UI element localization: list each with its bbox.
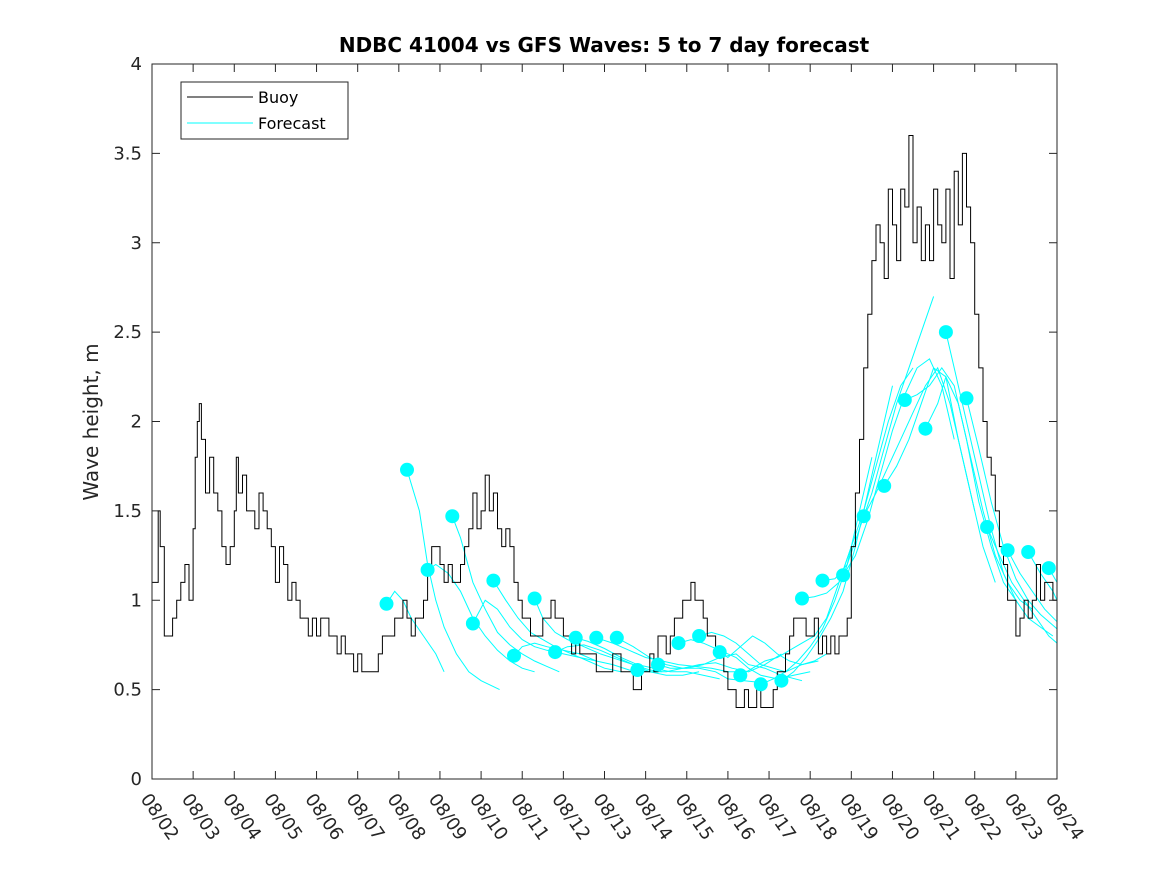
forecast-marker-16	[712, 645, 727, 660]
legend: Buoy Forecast	[180, 81, 349, 140]
forecast-marker-18	[753, 677, 768, 692]
chart-title: NDBC 41004 vs GFS Waves: 5 to 7 day fore…	[339, 33, 870, 57]
forecast-line-15	[698, 631, 819, 673]
forecast-marker-12	[630, 663, 645, 677]
y-tick-label: 3.5	[113, 143, 142, 164]
forecast-marker-22	[836, 568, 851, 583]
forecast-marker-6	[507, 648, 521, 663]
forecast-line-17	[740, 546, 852, 676]
y-tick-label: 2.5	[113, 322, 142, 343]
y-tick-label: 0.5	[113, 680, 142, 701]
forecast-marker-28	[959, 391, 974, 406]
forecast-marker-0	[379, 596, 394, 611]
y-tick-label: 0	[131, 769, 142, 790]
forecast-marker-32	[1041, 561, 1056, 576]
y-axis-label: Wave height, m	[79, 343, 103, 500]
forecast-marker-29	[980, 520, 995, 534]
forecast-line-10	[596, 637, 745, 673]
forecast-marker-4	[465, 616, 480, 631]
forecast-marker-26	[918, 421, 933, 436]
forecast-marker-3	[445, 509, 460, 524]
plot-area	[152, 135, 1058, 708]
forecast-marker-2	[420, 562, 435, 577]
buoy-line	[152, 135, 1057, 708]
y-tick-label: 1	[131, 590, 142, 611]
y-tick-label: 1.5	[113, 501, 142, 522]
forecast-marker-27	[938, 325, 953, 340]
forecast-line-1	[406, 469, 500, 691]
forecast-marker-20	[795, 591, 809, 606]
y-tick-label: 2	[131, 412, 142, 433]
legend-buoy-label: Buoy	[258, 88, 298, 107]
forecast-marker-5	[486, 573, 501, 588]
forecast-line-24	[883, 367, 996, 583]
forecast-marker-9	[568, 630, 583, 645]
forecast-marker-7	[527, 591, 542, 606]
forecast-line-28	[966, 398, 1058, 630]
forecast-line-9	[575, 637, 720, 680]
forecast-marker-31	[1021, 545, 1036, 559]
forecast-marker-11	[609, 630, 624, 645]
forecast-line-26	[924, 375, 1033, 610]
forecast-marker-14	[671, 636, 686, 651]
forecast-line-4	[472, 599, 597, 662]
forecast-marker-1	[400, 462, 414, 477]
y-tick-label: 4	[131, 54, 142, 75]
forecast-marker-15	[692, 629, 707, 643]
forecast-marker-8	[548, 645, 563, 660]
forecast-marker-24	[877, 478, 892, 493]
forecast-line-13	[657, 653, 803, 682]
forecast-line-16	[719, 635, 827, 666]
forecast-marker-25	[897, 393, 912, 407]
forecast-marker-21	[815, 573, 830, 588]
forecast-marker-10	[589, 630, 604, 645]
forecast-line-19	[781, 385, 893, 682]
forecast-line-22	[842, 358, 955, 576]
forecast-line-3	[451, 516, 560, 673]
forecast-marker-17	[733, 668, 748, 683]
forecast-marker-19	[774, 673, 789, 688]
forecast-marker-23	[856, 509, 871, 524]
legend-box	[180, 81, 349, 140]
forecast-line-30	[1007, 549, 1058, 623]
legend-forecast-label: Forecast	[258, 114, 326, 133]
forecast-marker-30	[1000, 543, 1015, 558]
y-tick-label: 3	[131, 233, 142, 254]
forecast-marker-13	[651, 657, 665, 672]
forecast-line-2	[427, 563, 535, 673]
y-axis-ticks: 0 0.5 1 1.5 2 2.5 3 3.5 4	[113, 54, 1057, 790]
forecast-line-20	[801, 367, 914, 599]
